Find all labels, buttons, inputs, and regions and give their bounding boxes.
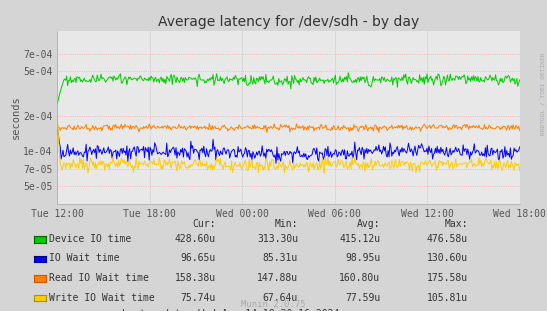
Text: 75.74u: 75.74u bbox=[181, 293, 216, 303]
Text: 98.95u: 98.95u bbox=[345, 253, 380, 263]
Text: Min:: Min: bbox=[275, 219, 298, 229]
Text: Last update: Wed Aug 14 19:20:16 2024: Last update: Wed Aug 14 19:20:16 2024 bbox=[122, 309, 339, 311]
Text: Avg:: Avg: bbox=[357, 219, 380, 229]
Text: 160.80u: 160.80u bbox=[339, 273, 380, 283]
Text: 85.31u: 85.31u bbox=[263, 253, 298, 263]
Text: 105.81u: 105.81u bbox=[427, 293, 468, 303]
Text: 313.30u: 313.30u bbox=[257, 234, 298, 244]
Text: IO Wait time: IO Wait time bbox=[49, 253, 120, 263]
Text: Max:: Max: bbox=[444, 219, 468, 229]
Text: 476.58u: 476.58u bbox=[427, 234, 468, 244]
Text: 415.12u: 415.12u bbox=[339, 234, 380, 244]
Text: 77.59u: 77.59u bbox=[345, 293, 380, 303]
Title: Average latency for /dev/sdh - by day: Average latency for /dev/sdh - by day bbox=[158, 15, 419, 29]
Text: Cur:: Cur: bbox=[193, 219, 216, 229]
Text: 67.64u: 67.64u bbox=[263, 293, 298, 303]
Y-axis label: seconds: seconds bbox=[10, 95, 20, 139]
Text: 158.38u: 158.38u bbox=[175, 273, 216, 283]
Text: Device IO time: Device IO time bbox=[49, 234, 131, 244]
Text: 147.88u: 147.88u bbox=[257, 273, 298, 283]
Text: Write IO Wait time: Write IO Wait time bbox=[49, 293, 155, 303]
Text: 428.60u: 428.60u bbox=[175, 234, 216, 244]
Text: 130.60u: 130.60u bbox=[427, 253, 468, 263]
Text: 175.58u: 175.58u bbox=[427, 273, 468, 283]
Text: Munin 2.0.75: Munin 2.0.75 bbox=[241, 299, 306, 309]
Text: 96.65u: 96.65u bbox=[181, 253, 216, 263]
Text: Read IO Wait time: Read IO Wait time bbox=[49, 273, 149, 283]
Text: RRDTOOL / TOBI OETIKER: RRDTOOL / TOBI OETIKER bbox=[541, 52, 546, 135]
